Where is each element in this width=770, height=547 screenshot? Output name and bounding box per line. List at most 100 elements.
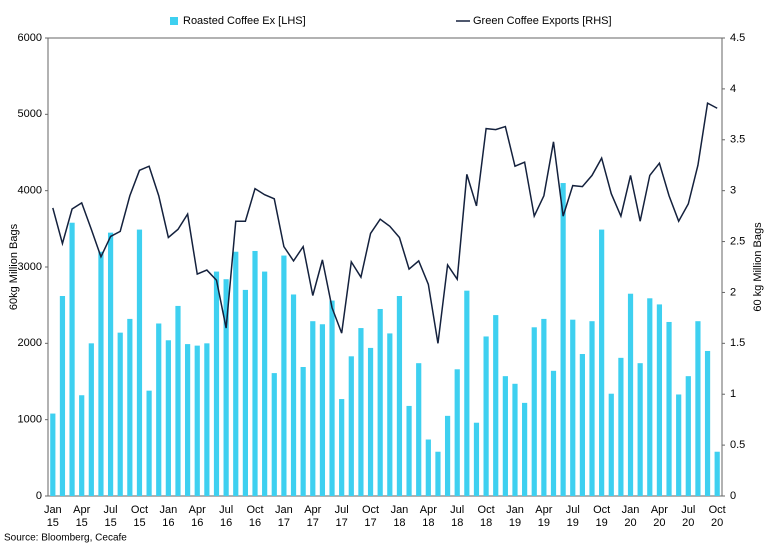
bar [627, 293, 634, 496]
y-tick-label: 1000 [18, 414, 42, 426]
x-tick-label: Jul 16 [219, 504, 233, 529]
bar [541, 318, 547, 496]
bar [704, 350, 711, 496]
bar [156, 323, 162, 496]
bar [570, 319, 576, 496]
x-tick-label: Oct 20 [709, 504, 726, 529]
bar [165, 340, 171, 496]
y-tick-label: 3000 [18, 261, 42, 273]
bar [435, 451, 441, 496]
bar [502, 376, 508, 496]
x-tick-label: Oct 18 [478, 504, 495, 529]
x-tick-label: Jan 16 [159, 504, 177, 529]
x-tick-label: Oct 19 [593, 504, 610, 529]
bar [714, 451, 720, 496]
x-tick-label: Apr 16 [189, 504, 206, 529]
bar [59, 296, 66, 496]
bar [579, 354, 585, 496]
y2-tick-label: 3.5 [730, 134, 745, 146]
x-tick-label: Jan 15 [44, 504, 62, 529]
x-tick-label: Apr 17 [304, 504, 321, 529]
bar [416, 363, 422, 496]
bar [262, 271, 268, 496]
x-tick-label: Oct 17 [362, 504, 379, 529]
legend-label: Roasted Coffee Ex [LHS] [183, 15, 306, 27]
bar [387, 333, 393, 496]
y2-tick-label: 4 [730, 83, 736, 95]
bar [300, 366, 306, 496]
bar [348, 356, 354, 496]
bar [175, 305, 181, 496]
bar [50, 413, 56, 496]
bar [146, 390, 152, 496]
y2-tick-label: 0.5 [730, 439, 745, 451]
bar [512, 383, 518, 496]
bar [656, 304, 663, 496]
bar [98, 251, 104, 496]
y-tick-label: 2000 [18, 337, 42, 349]
x-tick-label: Jul 15 [104, 504, 118, 529]
bar [252, 250, 258, 496]
y2-tick-label: 1.5 [730, 337, 745, 349]
x-tick-label: Jan 17 [275, 504, 293, 529]
y-axis-label: 60kg Million Bags [8, 223, 20, 310]
bar [608, 393, 614, 496]
bar [550, 370, 557, 496]
bar [618, 357, 624, 496]
bar [136, 229, 143, 496]
x-tick-label: Apr 20 [651, 504, 668, 529]
bar [522, 402, 528, 496]
bar [213, 271, 220, 496]
x-tick-label: Apr 18 [420, 504, 437, 529]
source: Source: Bloomberg, Cecafe [4, 533, 127, 544]
bar [377, 308, 383, 496]
y-tick-label: 4000 [18, 185, 42, 197]
bar [425, 439, 431, 496]
bar [233, 251, 239, 496]
bar [666, 321, 672, 496]
bar [107, 232, 114, 496]
x-tick-label: Jul 18 [450, 504, 464, 529]
bar [454, 369, 460, 496]
bar [79, 395, 85, 496]
bar [483, 336, 489, 496]
bar [493, 315, 499, 496]
bar [444, 415, 451, 496]
x-tick-label: Oct 16 [246, 504, 263, 529]
legend-swatch [170, 17, 178, 25]
x-tick-label: Apr 15 [73, 504, 90, 529]
x-tick-label: Jan 19 [506, 504, 524, 529]
bar [185, 344, 191, 496]
bar [676, 394, 682, 496]
bar [271, 373, 277, 496]
bar [117, 332, 123, 496]
y2-tick-label: 3 [730, 185, 736, 197]
y2-tick-label: 0 [730, 490, 736, 502]
bar [637, 363, 643, 496]
bar [339, 399, 345, 496]
y2-tick-label: 1 [730, 388, 736, 400]
line [52, 101, 718, 344]
bar [695, 321, 701, 496]
bar [358, 328, 364, 496]
bar [329, 300, 335, 496]
bar [88, 343, 94, 496]
bar [685, 376, 691, 496]
y-tick-label: 6000 [18, 32, 42, 44]
bar [290, 294, 297, 496]
bar [647, 298, 653, 496]
bar [194, 345, 200, 496]
bar [406, 405, 412, 496]
bar [531, 327, 537, 496]
bar [599, 229, 605, 496]
bar [242, 289, 248, 496]
legend-label: Green Coffee Exports [RHS] [473, 15, 612, 27]
x-tick-label: Apr 19 [535, 504, 552, 529]
x-tick-label: Jul 19 [566, 504, 580, 529]
y-tick-label: 0 [36, 490, 42, 502]
bar [589, 321, 595, 496]
bar [69, 222, 75, 496]
x-tick-label: Jul 17 [335, 504, 349, 529]
bar [367, 347, 374, 496]
